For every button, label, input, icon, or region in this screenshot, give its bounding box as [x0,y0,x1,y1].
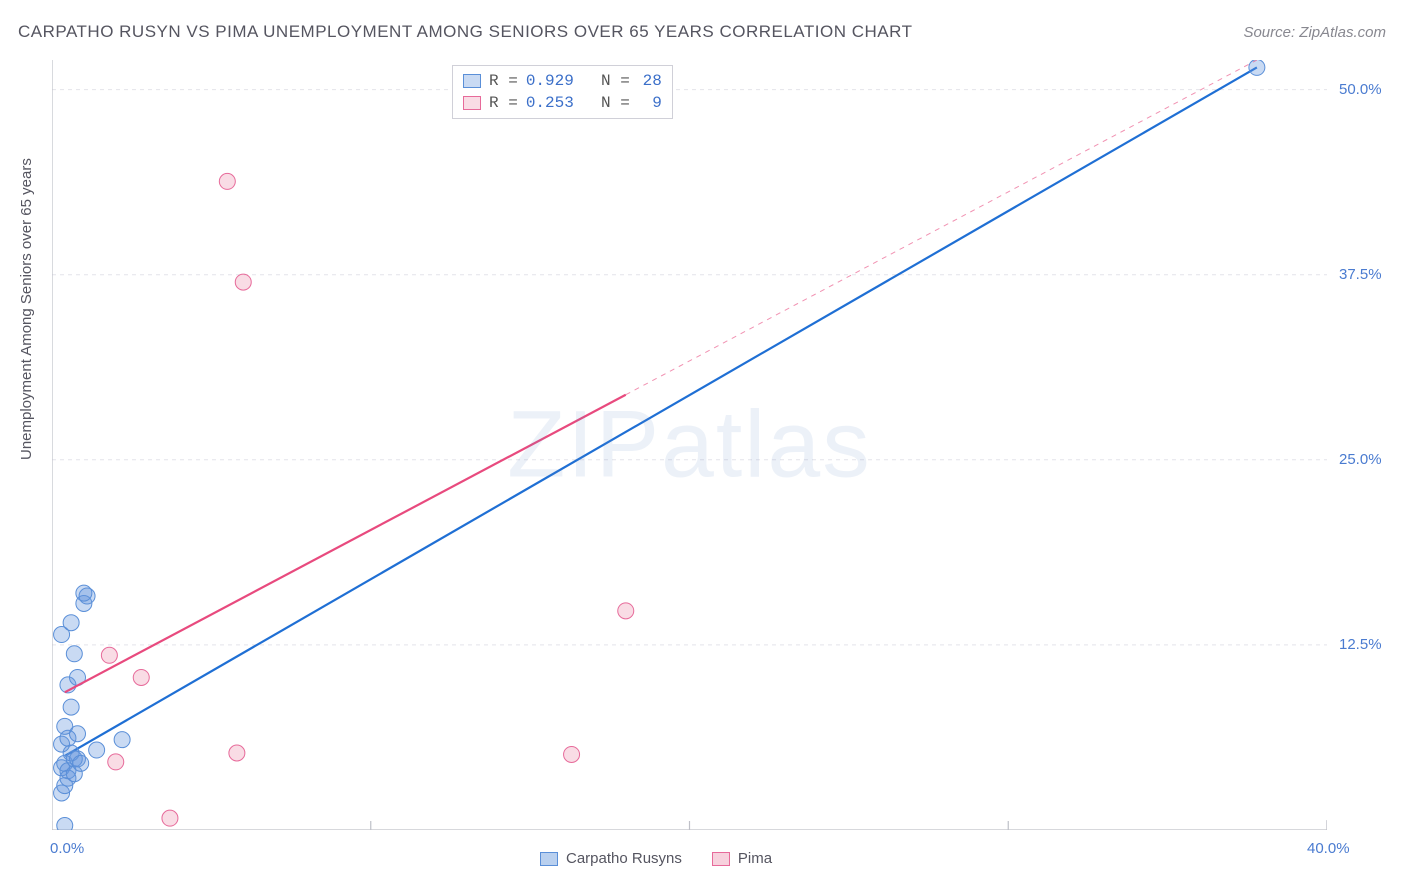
y-axis-label: Unemployment Among Seniors over 65 years [18,158,35,460]
legend-swatch-pima [463,96,481,110]
legend-r-label: R = [489,72,518,90]
y-tick-label: 25.0% [1339,451,1382,468]
source-attribution: Source: ZipAtlas.com [1243,24,1386,41]
legend-item-pima: Pima [712,850,772,867]
legend-swatch-icon [540,852,558,866]
chart-title: CARPATHO RUSYN VS PIMA UNEMPLOYMENT AMON… [18,22,912,42]
chart-svg [52,60,1327,830]
y-tick-label: 50.0% [1339,81,1382,98]
series-legend: Carpatho Rusyns Pima [540,850,772,867]
legend-r-value: 0.929 [526,72,574,90]
y-tick-label: 37.5% [1339,266,1382,283]
legend-r-value: 0.253 [526,94,574,112]
legend-row-pima: R = 0.253 N = 9 [463,92,662,114]
legend-n-value: 28 [638,72,662,90]
legend-item-carpatho: Carpatho Rusyns [540,850,682,867]
y-tick-label: 12.5% [1339,636,1382,653]
x-tick-label: 40.0% [1307,840,1350,857]
legend-n-value: 9 [638,94,662,112]
legend-item-label: Pima [738,850,772,867]
legend-swatch-carpatho [463,74,481,88]
correlation-legend: R = 0.929 N = 28 R = 0.253 N = 9 [452,65,673,119]
legend-item-label: Carpatho Rusyns [566,850,682,867]
legend-n-label: N = [582,94,630,112]
legend-swatch-icon [712,852,730,866]
legend-n-label: N = [582,72,630,90]
legend-r-label: R = [489,94,518,112]
legend-row-carpatho: R = 0.929 N = 28 [463,70,662,92]
chart-plot-area: ZIPatlas [52,60,1327,830]
x-tick-label: 0.0% [50,840,84,857]
